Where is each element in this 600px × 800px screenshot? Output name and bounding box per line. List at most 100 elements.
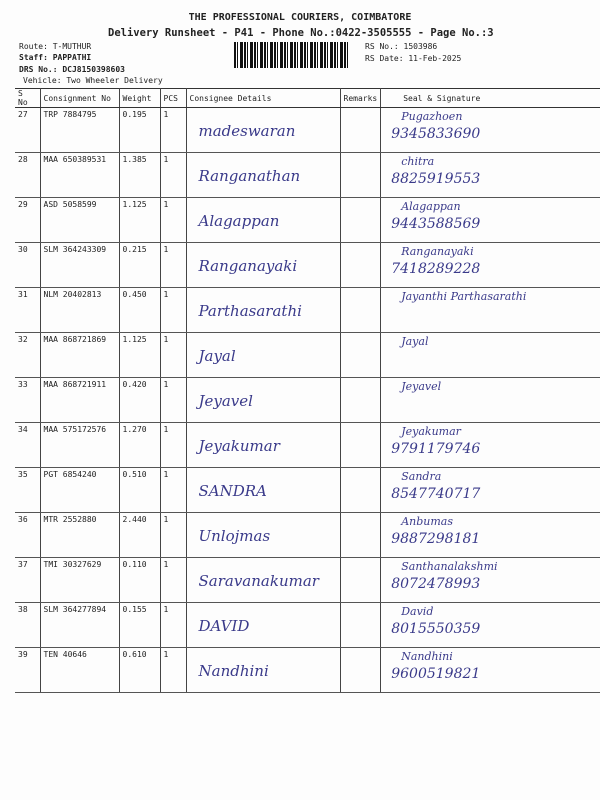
pieces: 1 xyxy=(160,467,187,513)
remarks xyxy=(340,287,382,333)
serial-number: 36 xyxy=(15,512,41,558)
consignee-details: Jayal xyxy=(186,332,341,378)
weight: 0.420 xyxy=(119,377,161,423)
remarks xyxy=(340,467,382,513)
consignee-name-handwritten: Jeyavel xyxy=(198,392,253,410)
rs-number: RS No.: 1503986 xyxy=(365,42,438,51)
signature-handwritten: Sandra xyxy=(401,470,442,483)
consignee-name-handwritten: Ranganayaki xyxy=(198,257,298,275)
table-row: 38 SLM 364277894 0.155 1 DAVID David 8015… xyxy=(15,602,600,648)
serial-number: 27 xyxy=(15,107,41,153)
consignment-number: ASD 5058599 xyxy=(40,197,120,243)
weight: 1.270 xyxy=(119,422,161,468)
consignee-name-handwritten: Nandhini xyxy=(198,662,269,680)
consignment-number: PGT 6854240 xyxy=(40,467,120,513)
table-row: 33 MAA 868721911 0.420 1 Jeyavel Jeyavel xyxy=(15,377,600,423)
consignee-details: Alagappan xyxy=(186,197,341,243)
consignee-details: SANDRA xyxy=(186,467,341,513)
column-header: Weight xyxy=(119,88,161,108)
consignment-number: MAA 868721869 xyxy=(40,332,120,378)
consignee-name-handwritten: Ranganathan xyxy=(198,167,301,185)
consignee-name-handwritten: Jayal xyxy=(198,347,236,365)
consignee-details: Parthasarathi xyxy=(186,287,341,333)
signature-handwritten: Santhanalakshmi xyxy=(401,560,498,573)
serial-number: 32 xyxy=(15,332,41,378)
barcode xyxy=(234,42,349,68)
serial-number: 28 xyxy=(15,152,41,198)
phone-handwritten: 9443588569 xyxy=(391,216,481,232)
serial-number: 35 xyxy=(15,467,41,513)
pieces: 1 xyxy=(160,332,187,378)
column-header: Seal & Signature xyxy=(380,88,600,108)
company-title: THE PROFESSIONAL COURIERS, COIMBATORE xyxy=(188,12,412,23)
consignee-name-handwritten: Unlojmas xyxy=(198,527,271,545)
serial-number: 30 xyxy=(15,242,41,288)
remarks xyxy=(340,557,382,603)
signature-handwritten: Alagappan xyxy=(401,200,461,213)
remarks xyxy=(340,152,382,198)
consignee-name-handwritten: Jeyakumar xyxy=(198,437,280,455)
signature-handwritten: chitra xyxy=(401,155,435,168)
serial-number: 33 xyxy=(15,377,41,423)
phone-handwritten: 7418289228 xyxy=(391,261,481,277)
route: Route: T-MUTHUR xyxy=(19,42,92,51)
pieces: 1 xyxy=(160,377,187,423)
pieces: 1 xyxy=(160,422,187,468)
pieces: 1 xyxy=(160,287,187,333)
consignment-number: TRP 7884795 xyxy=(40,107,120,153)
table-row: 37 TMI 30327629 0.110 1 Saravanakumar Sa… xyxy=(15,557,600,603)
weight: 1.385 xyxy=(119,152,161,198)
consignee-details: madeswaran xyxy=(186,107,341,153)
seal-signature: David 8015550359 xyxy=(380,602,600,648)
serial-number: 34 xyxy=(15,422,41,468)
seal-signature: Sandra 8547740717 xyxy=(380,467,600,513)
rs-date: RS Date: 11-Feb-2025 xyxy=(365,54,462,63)
signature-handwritten: Anbumas xyxy=(401,515,454,528)
consignment-number: MAA 575172576 xyxy=(40,422,120,468)
signature-handwritten: Jayanthi Parthasarathi xyxy=(401,290,527,303)
consignee-details: Jeyakumar xyxy=(186,422,341,468)
seal-signature: Anbumas 9887298181 xyxy=(380,512,600,558)
weight: 0.195 xyxy=(119,107,161,153)
consignment-number: TEN 40646 xyxy=(40,647,120,693)
table-row: 32 MAA 868721869 1.125 1 Jayal Jayal xyxy=(15,332,600,378)
consignment-number: NLM 20402813 xyxy=(40,287,120,333)
seal-signature: Jayanthi Parthasarathi xyxy=(380,287,600,333)
consignment-number: SLM 364277894 xyxy=(40,602,120,648)
consignee-name-handwritten: madeswaran xyxy=(198,122,296,140)
consignee-details: Ranganathan xyxy=(186,152,341,198)
table-row: 34 MAA 575172576 1.270 1 Jeyakumar Jeyak… xyxy=(15,422,600,468)
weight: 0.155 xyxy=(119,602,161,648)
signature-handwritten: David xyxy=(401,605,434,618)
consignee-name-handwritten: Alagappan xyxy=(198,212,280,230)
seal-signature: Pugazhoen 9345833690 xyxy=(380,107,600,153)
pieces: 1 xyxy=(160,197,187,243)
seal-signature: Santhanalakshmi 8072478993 xyxy=(380,557,600,603)
phone-handwritten: 8072478993 xyxy=(391,576,481,592)
remarks xyxy=(340,512,382,558)
consignment-number: MTR 2552880 xyxy=(40,512,120,558)
consignment-number: MAA 868721911 xyxy=(40,377,120,423)
signature-handwritten: Nandhini xyxy=(401,650,453,663)
pieces: 1 xyxy=(160,602,187,648)
table-row: 36 MTR 2552880 2.440 1 Unlojmas Anbumas 9… xyxy=(15,512,600,558)
seal-signature: Jayal xyxy=(380,332,600,378)
remarks xyxy=(340,602,382,648)
remarks xyxy=(340,197,382,243)
table-row: 27 TRP 7884795 0.195 1 madeswaran Pugazh… xyxy=(15,107,600,153)
table-row: 30 SLM 364243309 0.215 1 Ranganayaki Ran… xyxy=(15,242,600,288)
vehicle: Vehicle: Two Wheeler Delivery xyxy=(23,76,163,85)
seal-signature: Alagappan 9443588569 xyxy=(380,197,600,243)
table-row: 31 NLM 20402813 0.450 1 Parthasarathi Ja… xyxy=(15,287,600,333)
remarks xyxy=(340,107,382,153)
serial-number: 29 xyxy=(15,197,41,243)
consignment-number: MAA 650389531 xyxy=(40,152,120,198)
consignee-name-handwritten: Saravanakumar xyxy=(198,572,319,590)
consignee-name-handwritten: Parthasarathi xyxy=(198,302,302,320)
table-row: 39 TEN 40646 0.610 1 Nandhini Nandhini 96… xyxy=(15,647,600,693)
serial-number: 37 xyxy=(15,557,41,603)
consignee-details: DAVID xyxy=(186,602,341,648)
signature-handwritten: Jayal xyxy=(401,335,429,348)
weight: 1.125 xyxy=(119,332,161,378)
remarks xyxy=(340,332,382,378)
